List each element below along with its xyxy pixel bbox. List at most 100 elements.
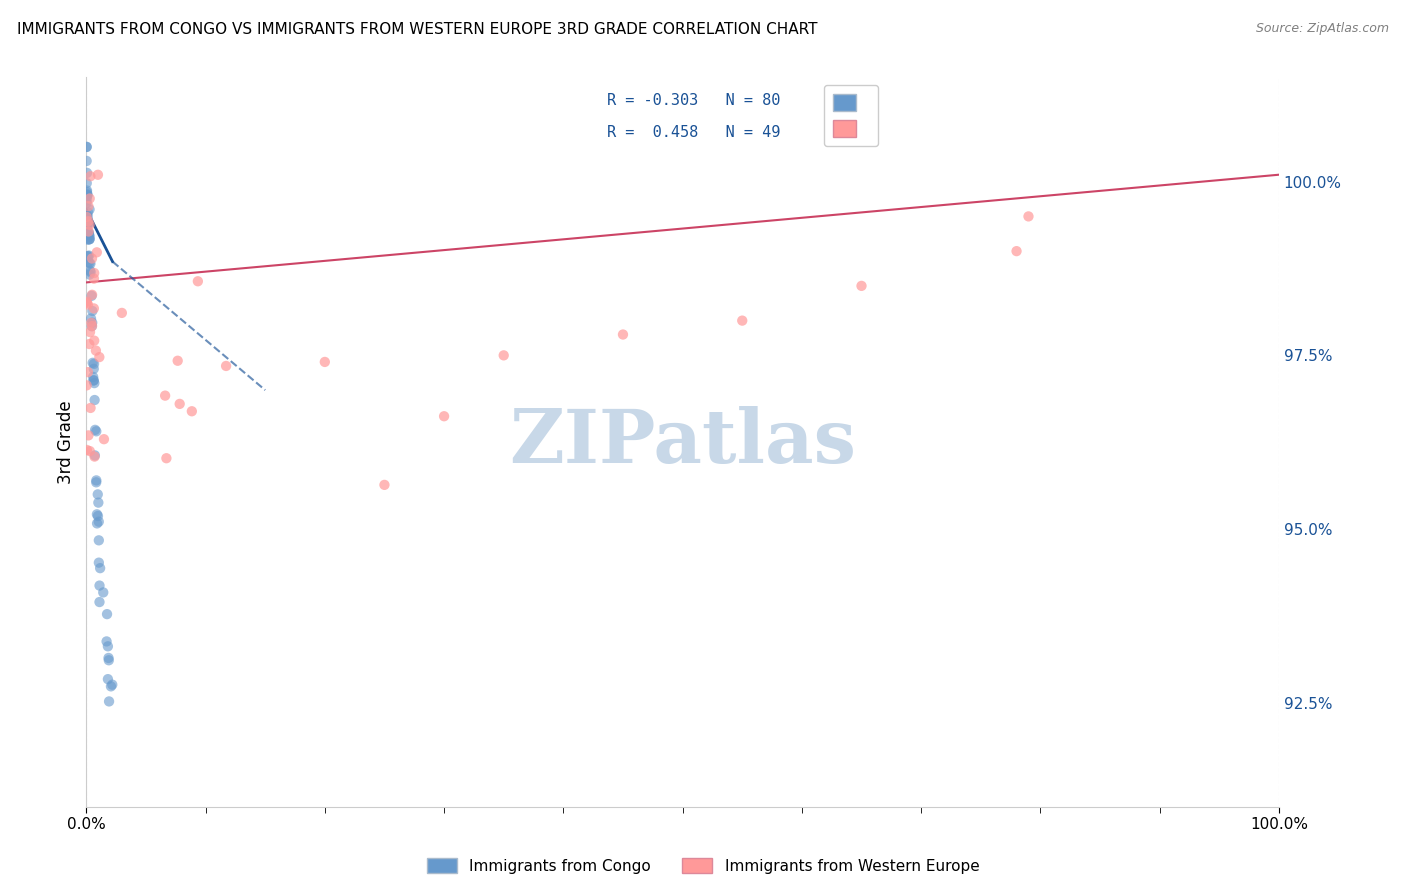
Point	[77, 214, 100, 228]
Legend: Immigrants from Congo, Immigrants from Western Europe: Immigrants from Congo, Immigrants from W…	[420, 852, 986, 880]
Point	[76, 193, 98, 207]
Point	[82, 316, 104, 330]
Point	[97, 653, 120, 667]
Point	[373, 478, 395, 492]
Point	[97, 651, 120, 665]
Point	[82, 304, 104, 318]
Point	[86, 245, 108, 260]
Text: ZIPatlas: ZIPatlas	[509, 406, 856, 479]
Point	[84, 425, 107, 439]
Point	[82, 374, 104, 388]
Point	[77, 337, 100, 351]
Point	[79, 218, 101, 232]
Point	[86, 474, 108, 488]
Point	[79, 229, 101, 244]
Point	[79, 192, 101, 206]
Point	[80, 289, 103, 303]
Point	[77, 428, 100, 442]
Point	[80, 252, 103, 266]
Point	[79, 232, 101, 246]
Point	[87, 556, 110, 570]
Point	[84, 423, 107, 437]
Point	[76, 166, 98, 180]
Point	[83, 376, 105, 391]
Point	[77, 249, 100, 263]
Point	[80, 311, 103, 326]
Point	[492, 348, 515, 362]
Point	[86, 508, 108, 522]
Point	[76, 210, 98, 224]
Point	[98, 694, 121, 708]
Point	[76, 210, 98, 224]
Point	[87, 508, 110, 523]
Point	[187, 274, 209, 288]
Point	[314, 355, 336, 369]
Point	[93, 432, 115, 446]
Point	[77, 297, 100, 311]
Point	[79, 169, 101, 184]
Text: IMMIGRANTS FROM CONGO VS IMMIGRANTS FROM WESTERN EUROPE 3RD GRADE CORRELATION CH: IMMIGRANTS FROM CONGO VS IMMIGRANTS FROM…	[17, 22, 817, 37]
Point	[77, 199, 100, 213]
Point	[84, 343, 107, 358]
Point	[83, 449, 105, 463]
Point	[97, 672, 120, 686]
Point	[155, 451, 177, 466]
Text: R = -0.303   N = 80: R = -0.303 N = 80	[607, 94, 780, 109]
Legend: , : ,	[824, 85, 877, 146]
Point	[76, 153, 98, 168]
Text: Source: ZipAtlas.com: Source: ZipAtlas.com	[1256, 22, 1389, 36]
Point	[76, 212, 98, 227]
Point	[166, 353, 188, 368]
Point	[79, 257, 101, 271]
Point	[79, 256, 101, 270]
Point	[83, 334, 105, 348]
Point	[76, 187, 98, 202]
Point	[79, 325, 101, 339]
Point	[76, 140, 98, 154]
Point	[89, 350, 111, 364]
Point	[96, 607, 118, 621]
Point	[96, 634, 118, 648]
Point	[77, 205, 100, 219]
Point	[80, 318, 103, 333]
Point	[77, 255, 100, 269]
Point	[153, 389, 176, 403]
Point	[111, 306, 134, 320]
Point	[83, 271, 105, 285]
Point	[77, 226, 100, 240]
Point	[87, 515, 110, 529]
Point	[82, 370, 104, 384]
Point	[101, 678, 124, 692]
Point	[79, 264, 101, 278]
Point	[76, 378, 98, 392]
Point	[215, 359, 238, 373]
Point	[83, 392, 105, 407]
Point	[76, 196, 98, 211]
Point	[77, 228, 100, 243]
Point	[76, 190, 98, 204]
Point	[97, 640, 120, 654]
Point	[91, 585, 114, 599]
Point	[76, 216, 98, 230]
Point	[80, 316, 103, 330]
Point	[76, 186, 98, 200]
Point	[100, 679, 122, 693]
Point	[79, 202, 101, 217]
Point	[80, 287, 103, 301]
Point	[86, 516, 108, 531]
Point	[80, 319, 103, 334]
Point	[83, 373, 105, 387]
Point	[77, 249, 100, 263]
Point	[76, 294, 98, 309]
Point	[82, 356, 104, 370]
Point	[83, 357, 105, 371]
Point	[851, 278, 873, 293]
Point	[89, 561, 111, 575]
Point	[76, 442, 98, 457]
Point	[79, 232, 101, 246]
Point	[77, 227, 100, 241]
Point	[169, 397, 191, 411]
Point	[1017, 210, 1039, 224]
Point	[76, 219, 98, 233]
Point	[87, 487, 110, 501]
